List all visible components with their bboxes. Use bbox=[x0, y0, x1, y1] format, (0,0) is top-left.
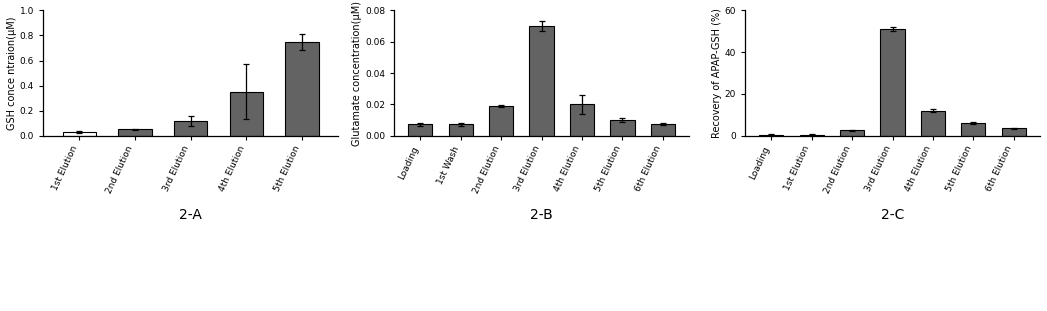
Y-axis label: GSH conce ntraion(μM): GSH conce ntraion(μM) bbox=[7, 16, 17, 130]
Text: 2-C: 2-C bbox=[881, 208, 905, 222]
Bar bbox=[759, 135, 783, 136]
Bar bbox=[408, 124, 432, 136]
Bar bbox=[63, 132, 96, 136]
Bar bbox=[118, 129, 152, 136]
Bar bbox=[840, 130, 864, 136]
Bar bbox=[961, 123, 985, 136]
Bar bbox=[881, 29, 905, 136]
Text: 2-A: 2-A bbox=[179, 208, 202, 222]
Bar bbox=[1002, 128, 1026, 136]
Bar bbox=[530, 26, 554, 136]
Bar bbox=[920, 111, 945, 136]
Bar bbox=[448, 124, 473, 136]
Bar bbox=[286, 42, 318, 136]
Bar bbox=[174, 121, 207, 136]
Text: 2-B: 2-B bbox=[530, 208, 553, 222]
Y-axis label: Glutamate concentration(μM): Glutamate concentration(μM) bbox=[352, 1, 362, 146]
Bar bbox=[610, 120, 634, 136]
Bar bbox=[570, 104, 594, 136]
Bar bbox=[651, 124, 675, 136]
Bar bbox=[800, 135, 824, 136]
Bar bbox=[489, 106, 513, 136]
Bar bbox=[229, 92, 263, 136]
Y-axis label: Recovery of APAP-GSH (%): Recovery of APAP-GSH (%) bbox=[712, 8, 721, 138]
